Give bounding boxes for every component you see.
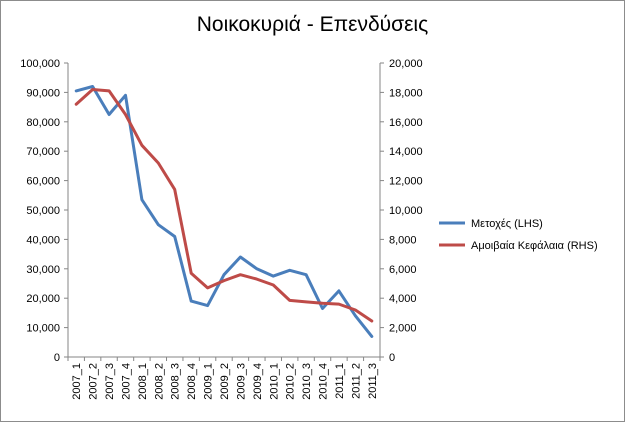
x-tick-label: 2011_1 bbox=[334, 363, 346, 399]
y-right-tick-label: 14,000 bbox=[389, 146, 423, 158]
data-point bbox=[189, 299, 193, 303]
data-point bbox=[304, 273, 308, 276]
x-tick-label: 2008_3 bbox=[170, 363, 182, 400]
data-point bbox=[321, 302, 324, 305]
x-tick-label: 2007_4 bbox=[120, 363, 132, 400]
series-line-1 bbox=[74, 85, 374, 338]
legend-label-2: Αμοιβαία Κεφάλαια (RHS) bbox=[471, 240, 598, 252]
y-left-tick-label: 10,000 bbox=[26, 323, 60, 335]
data-point bbox=[140, 198, 144, 201]
x-tick-label: 2010_4 bbox=[318, 363, 330, 400]
y-left-tick-label: 80,000 bbox=[26, 117, 60, 129]
data-point bbox=[337, 289, 341, 293]
data-point bbox=[255, 267, 259, 270]
y-left-tick-label: 60,000 bbox=[26, 176, 60, 188]
legend-label-1: Μετοχές (LHS) bbox=[471, 218, 543, 230]
data-point bbox=[206, 304, 209, 307]
data-point bbox=[107, 89, 111, 93]
data-point bbox=[288, 299, 291, 302]
x-tick-label: 2009_2 bbox=[219, 363, 231, 400]
data-point bbox=[370, 319, 373, 323]
data-point bbox=[157, 223, 160, 226]
data-point bbox=[370, 335, 373, 338]
data-point bbox=[173, 235, 176, 238]
y-left-tick-label: 30,000 bbox=[26, 264, 60, 276]
data-point bbox=[272, 283, 275, 287]
x-tick-label: 2007_1 bbox=[71, 363, 83, 400]
data-point bbox=[239, 273, 242, 276]
x-tick-label: 2008_2 bbox=[153, 363, 165, 400]
data-point bbox=[239, 255, 242, 259]
y-right-tick-label: 10,000 bbox=[389, 205, 423, 217]
x-tick-label: 2008_1 bbox=[137, 363, 149, 400]
data-point bbox=[304, 300, 308, 304]
y-left-tick-label: 0 bbox=[54, 352, 60, 364]
data-point bbox=[321, 307, 324, 310]
data-point bbox=[288, 269, 291, 272]
y-left-tick-label: 90,000 bbox=[26, 87, 60, 99]
data-point bbox=[91, 88, 94, 91]
y-right-tick-label: 16,000 bbox=[389, 117, 423, 129]
y-right-tick-label: 8,000 bbox=[389, 234, 417, 246]
data-point bbox=[255, 277, 259, 281]
y-left-tick-label: 100,000 bbox=[20, 58, 60, 70]
data-point bbox=[124, 113, 127, 116]
y-right-tick-label: 12,000 bbox=[389, 176, 423, 188]
y-left-tick-label: 40,000 bbox=[26, 234, 60, 246]
x-tick-label: 2008_4 bbox=[186, 363, 198, 400]
data-point bbox=[354, 308, 357, 312]
y-left-tick-label: 20,000 bbox=[26, 293, 60, 305]
y-right-tick-label: 20,000 bbox=[389, 58, 423, 70]
data-point bbox=[75, 102, 78, 106]
data-point bbox=[75, 89, 78, 93]
chart-title: Νοικοκυριά - Επενδύσεις bbox=[196, 13, 429, 36]
x-tick-label: 2011_2 bbox=[350, 363, 362, 399]
y-right-tick-label: 2,000 bbox=[389, 323, 417, 335]
data-point bbox=[206, 286, 209, 290]
data-point bbox=[189, 272, 193, 275]
x-tick-label: 2010_2 bbox=[285, 363, 297, 400]
x-tick-label: 2010_1 bbox=[268, 363, 280, 400]
data-point bbox=[337, 302, 341, 306]
data-point bbox=[107, 113, 111, 116]
data-point bbox=[222, 273, 226, 276]
x-tick-label: 2011_3 bbox=[367, 363, 379, 399]
x-tick-label: 2009_4 bbox=[252, 363, 264, 400]
x-tick-label: 2009_1 bbox=[203, 363, 215, 400]
data-point bbox=[91, 85, 94, 88]
data-point bbox=[124, 94, 127, 97]
data-point bbox=[272, 274, 275, 278]
y-right-tick-label: 18,000 bbox=[389, 87, 423, 99]
series-line-2 bbox=[74, 88, 374, 323]
x-tick-label: 2007_2 bbox=[88, 363, 100, 400]
y-left-tick-label: 50,000 bbox=[26, 205, 60, 217]
y-right-tick-label: 4,000 bbox=[389, 293, 417, 305]
y-left-tick-label: 70,000 bbox=[26, 146, 60, 158]
data-point bbox=[157, 161, 160, 165]
data-point bbox=[173, 188, 176, 191]
data-point bbox=[140, 144, 144, 147]
x-tick-label: 2010_3 bbox=[301, 363, 313, 400]
data-point bbox=[354, 314, 357, 318]
y-right-tick-label: 0 bbox=[389, 352, 395, 364]
data-point bbox=[222, 279, 226, 282]
x-tick-label: 2009_3 bbox=[235, 363, 247, 400]
x-tick-label: 2007_3 bbox=[104, 363, 116, 400]
y-right-tick-label: 6,000 bbox=[389, 264, 417, 276]
